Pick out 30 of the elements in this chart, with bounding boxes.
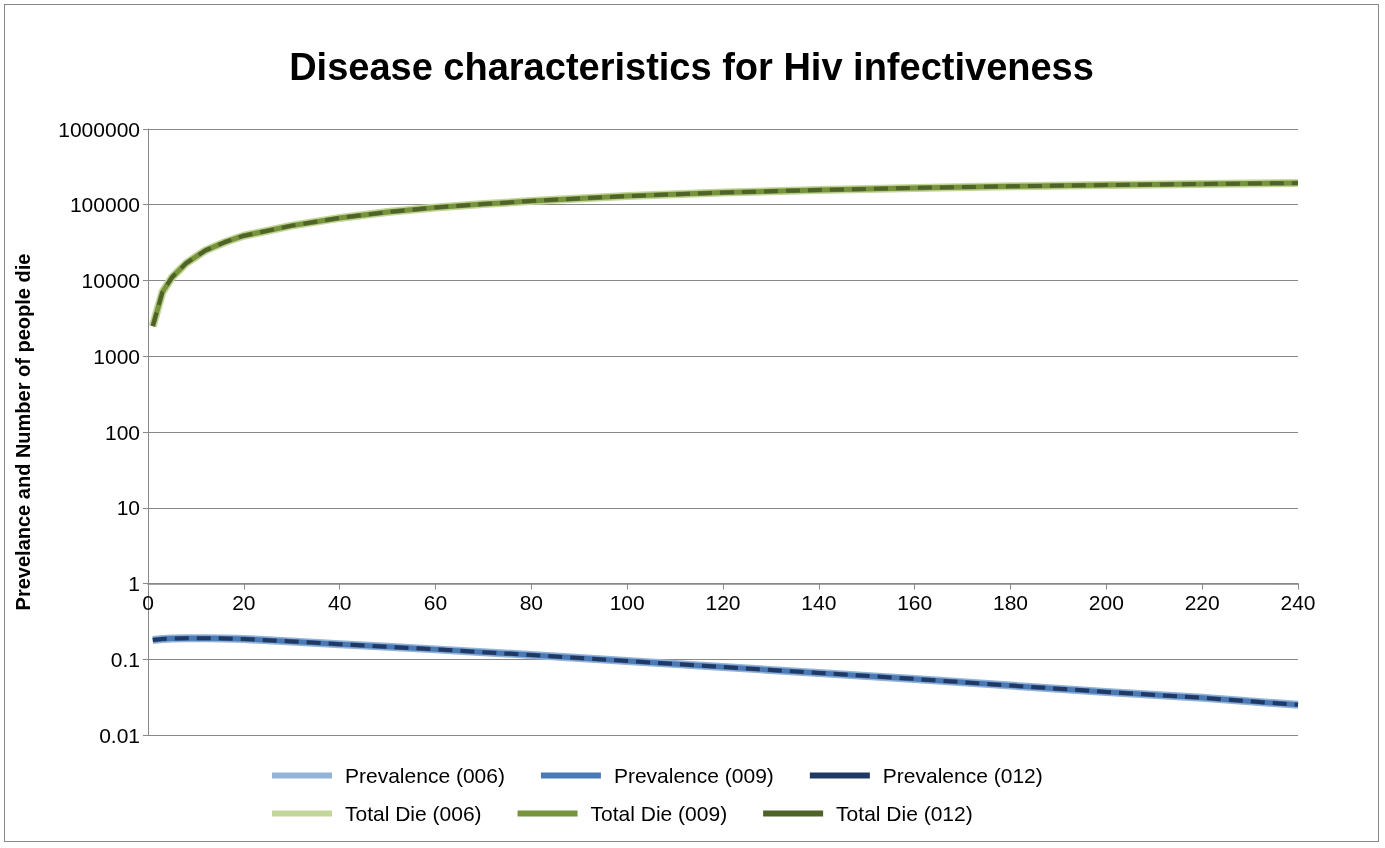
y-axis-title: Prevelance and Number of people die <box>12 253 34 611</box>
legend-label: Total Die (006) <box>345 802 482 825</box>
x-tick-label: 200 <box>1088 590 1124 614</box>
x-tick-label: 220 <box>1184 590 1220 614</box>
y-tick-label: 1000000 <box>58 117 140 141</box>
y-tick-label: 100000 <box>69 193 140 217</box>
legend-label: Total Die (009) <box>590 802 728 825</box>
x-tick-label: 20 <box>232 590 256 614</box>
y-tick-label: 0.1 <box>110 647 140 671</box>
x-tick-label: 160 <box>897 590 933 614</box>
y-tick-label: 10 <box>116 496 140 520</box>
legend-label: Total Die (012) <box>836 802 973 825</box>
legend-label: Prevalence (009) <box>613 764 774 787</box>
x-tick-label: 120 <box>705 590 741 614</box>
legend-label: Prevalence (006) <box>345 764 505 787</box>
y-tick-label: 0.01 <box>99 723 140 747</box>
y-tick-label: 1000 <box>93 344 140 368</box>
legend-label: Prevalence (012) <box>882 764 1043 787</box>
x-tick-label: 240 <box>1280 590 1316 614</box>
y-tick-label: 100 <box>104 420 140 444</box>
x-tick-label: 0 <box>142 590 154 614</box>
x-tick-label: 80 <box>519 590 544 614</box>
x-tick-label: 60 <box>423 590 448 614</box>
y-tick-label: 10000 <box>81 269 140 292</box>
x-tick-label: 100 <box>609 590 645 614</box>
x-tick-label: 180 <box>992 590 1029 614</box>
x-tick-label: 140 <box>801 590 837 614</box>
y-tick-label: 1 <box>128 572 140 595</box>
x-tick-label: 40 <box>327 590 352 614</box>
chart-title: Disease characteristics for Hiv infectiveness <box>289 46 1094 88</box>
